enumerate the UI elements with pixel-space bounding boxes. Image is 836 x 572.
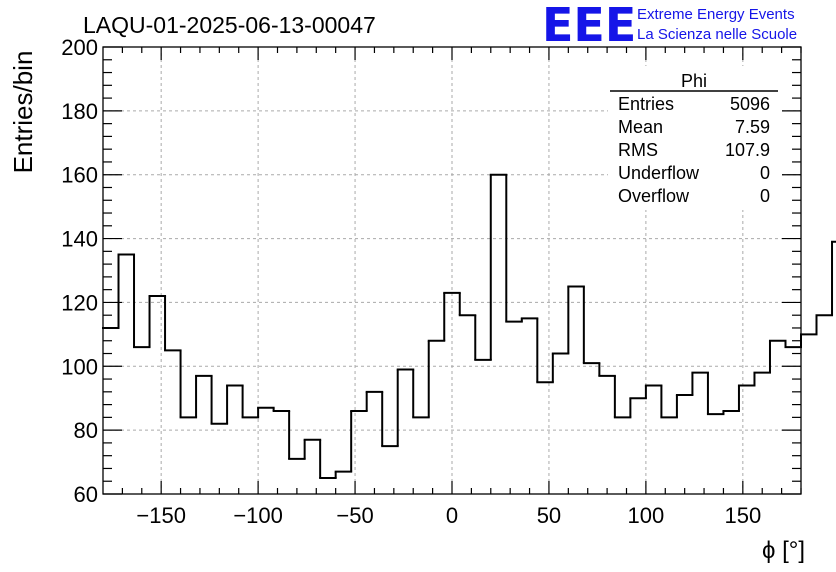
stats-value: 0 [760,163,770,183]
eee-logo: EEE Extreme Energy Events La Scienza nel… [542,0,797,52]
y-tick-labels: 60 80 100 120 140 160 180 200 [61,35,98,507]
stats-box: Phi Entries 5096 Mean 7.59 RMS 107.9 Underflow… [608,66,782,210]
y-tick-label: 160 [61,163,98,188]
x-tick-label: 150 [724,503,761,528]
eee-logo-mark: EEE [542,0,636,52]
x-tick-label: −150 [136,503,186,528]
chart-title: LAQU-01-2025-06-13-00047 [83,12,376,38]
x-tick-labels: −150 −100 −50 0 50 100 150 [136,503,761,528]
stats-label: Overflow [618,186,690,206]
logo-line-1: Extreme Energy Events [637,6,795,23]
y-tick-label: 120 [61,290,98,315]
x-tick-label: −100 [233,503,283,528]
stats-value: 0 [760,186,770,206]
stats-title: Phi [681,71,707,91]
y-tick-label: 80 [74,418,98,443]
stats-value: 107.9 [725,140,770,160]
stats-label: Underflow [618,163,700,183]
y-tick-label: 140 [61,227,98,252]
histogram-series [102,173,836,480]
stats-label: Mean [618,117,663,137]
x-tick-label: 100 [628,503,665,528]
stats-value: 7.59 [735,117,770,137]
stats-label: RMS [618,140,658,160]
x-tick-label: 50 [537,503,561,528]
logo-line-2: La Scienza nelle Scuole [637,26,797,43]
x-axis-label: ϕ [°] [762,537,805,564]
x-tick-label: −50 [336,503,373,528]
stats-label: Entries [618,94,674,114]
y-tick-label: 60 [74,482,98,507]
y-tick-label: 100 [61,354,98,379]
stats-rows: Entries 5096 Mean 7.59 RMS 107.9 Underflow 0 Ove… [618,94,770,206]
stats-value: 5096 [730,94,770,114]
axis-ticks [103,46,802,495]
y-tick-label: 200 [61,35,98,60]
x-tick-label: 0 [446,503,458,528]
y-tick-label: 180 [61,99,98,124]
y-axis-label: Entries/bin [8,51,38,174]
